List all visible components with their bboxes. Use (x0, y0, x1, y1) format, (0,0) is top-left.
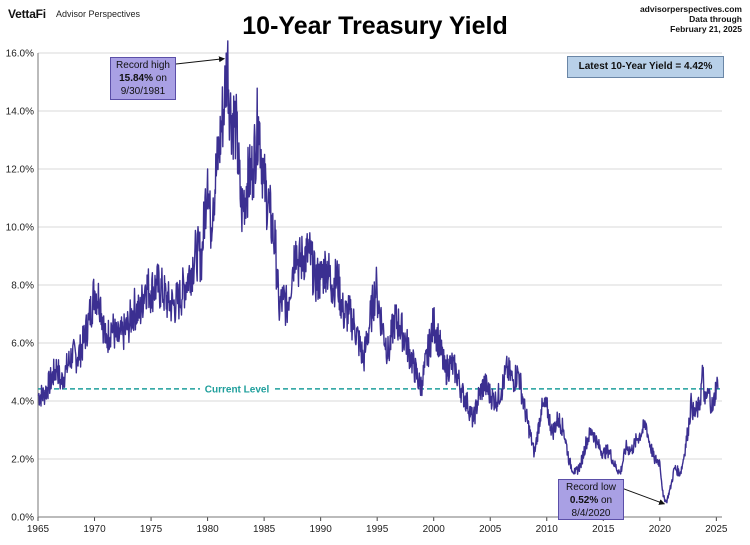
x-tick-label: 2020 (649, 524, 672, 535)
x-tick-labels: 1965 1970 1975 1980 1985 1990 1995 2000 2005 2010… (27, 524, 728, 535)
record-high-date: 9/30/1981 (120, 86, 166, 97)
y-tick-label: 6.0% (11, 339, 34, 350)
chart-title: 10-Year Treasury Yield (242, 12, 508, 40)
source-data-through: Data through (689, 14, 742, 24)
y-tick-label: 16.0% (6, 49, 34, 60)
source-site: advisorperspectives.com (639, 4, 742, 14)
y-tick-label: 4.0% (11, 397, 34, 408)
record-high-arrow (175, 56, 225, 65)
record-low-value: 0.52% (569, 495, 599, 506)
record-low-value-line: 0.52% on (561, 494, 621, 507)
record-low-label: Record low (565, 482, 617, 493)
y-tick-label: 2.0% (11, 455, 34, 466)
y-tick-label: 10.0% (6, 223, 34, 234)
record-low-date: 8/4/2020 (571, 508, 611, 519)
source-date: February 21, 2025 (670, 24, 742, 34)
y-tick-label: 12.0% (6, 165, 34, 176)
x-tick-label: 1975 (140, 524, 163, 535)
x-tick-label: 2010 (536, 524, 559, 535)
axes (37, 53, 722, 521)
x-tick-label: 1990 (310, 524, 333, 535)
record-high-callout: Record high 15.84% on 9/30/1981 (110, 57, 176, 100)
y-tick-label: 0.0% (11, 513, 34, 524)
yield-series-line (37, 40, 719, 504)
record-high-on: on (153, 73, 167, 84)
x-tick-label: 1970 (83, 524, 106, 535)
logo-subtitle: Advisor Perspectives (56, 9, 141, 19)
y-tick-labels: 0.0% 2.0% 4.0% 6.0% 8.0% 10.0% 12.0% 14.0% 16.0% (6, 49, 34, 524)
record-high-label: Record high (116, 60, 170, 71)
x-tick-label: 1995 (366, 524, 389, 535)
gridlines (38, 52, 722, 460)
y-tick-label: 14.0% (6, 107, 34, 118)
x-tick-label: 2005 (479, 524, 502, 535)
x-tick-label: 1985 (253, 524, 276, 535)
annotation-arrows (175, 56, 666, 505)
current-level-group: Current Level (38, 384, 722, 395)
x-tick-label: 1965 (27, 524, 50, 535)
x-tick-label: 2025 (705, 524, 728, 535)
record-low-callout: Record low 0.52% on 8/4/2020 (558, 479, 624, 520)
current-level-label: Current Level (205, 384, 270, 395)
record-low-on: on (598, 495, 613, 506)
latest-yield-box: Latest 10-Year Yield = 4.42% (567, 56, 724, 78)
source-block: advisorperspectives.com Data through Feb… (640, 4, 742, 34)
vettafi-logo: VettaFi (8, 7, 46, 21)
x-tick-label: 2015 (592, 524, 615, 535)
x-tick-label: 2000 (423, 524, 446, 535)
x-tick-label: 1980 (196, 524, 219, 535)
record-high-value-line: 15.84% on (113, 72, 173, 85)
series-group (37, 40, 719, 504)
y-tick-label: 8.0% (11, 281, 34, 292)
record-high-value: 15.84% (119, 73, 153, 84)
